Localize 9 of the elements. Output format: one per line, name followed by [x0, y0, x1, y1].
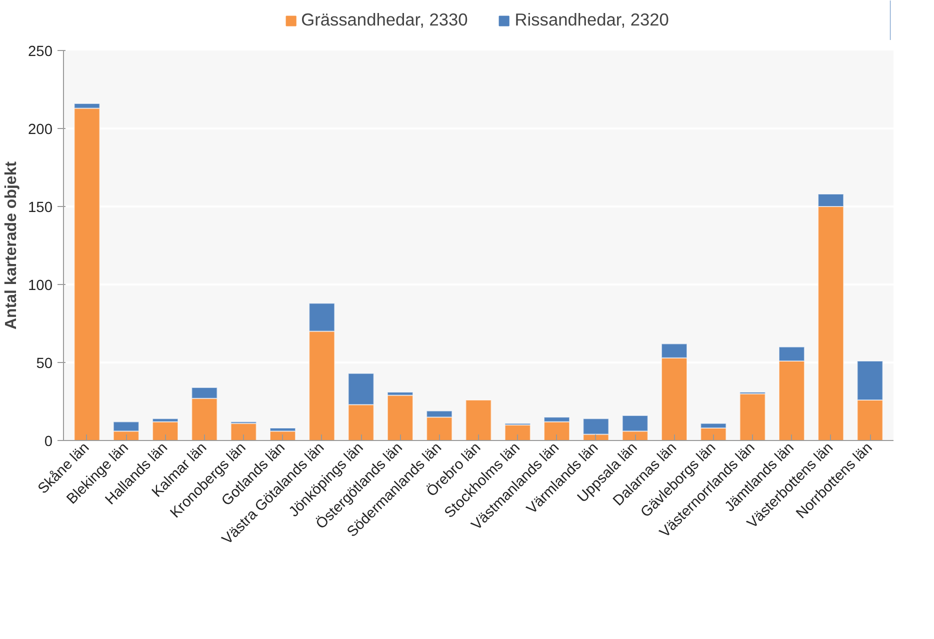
y-tick-label: 50	[36, 356, 53, 372]
legend-label: Grässandhedar, 2330	[301, 10, 468, 30]
legend-label: Rissandhedar, 2320	[514, 10, 669, 30]
y-axis-title: Antal karterade objekt	[3, 160, 20, 330]
y-tick-label: 100	[28, 278, 53, 294]
y-tick-label: 250	[28, 44, 53, 60]
y-tick-label: 0	[44, 434, 53, 450]
y-tick-label: 150	[28, 200, 53, 216]
y-tick-label: 200	[28, 122, 53, 138]
